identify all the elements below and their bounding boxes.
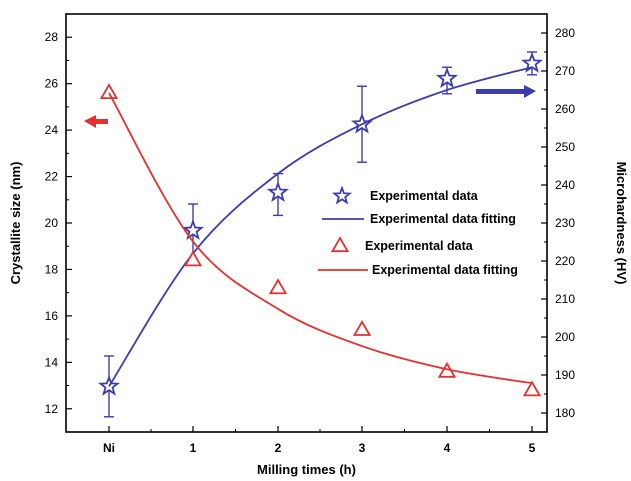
star-marker [181, 219, 205, 240]
y-right-tick-label: 200 [555, 330, 575, 344]
x-tick-label: Ni [103, 441, 115, 455]
y-right-tick-label: 250 [555, 140, 575, 154]
y-left-tick-label: 22 [45, 170, 59, 184]
legend-label: Experimental data fitting [370, 212, 516, 226]
x-axis-title: Milling times (h) [257, 462, 356, 477]
x-tick-label: 3 [359, 441, 366, 455]
triangle-marker [352, 320, 372, 336]
y-right-tick-label: 210 [555, 292, 575, 306]
y-right-tick-label: 260 [555, 102, 575, 116]
y-right-tick-label: 190 [555, 368, 575, 382]
y-right-tick-label: 220 [555, 254, 575, 268]
star-marker [266, 181, 290, 202]
legend-triangle-marker [330, 236, 350, 253]
x-tick-label: 5 [529, 441, 536, 455]
chart-ticks-layer: Ni 1 2 3 4 5121416182022242628180190200210220… [45, 13, 575, 455]
legend-item: Experimental data [331, 185, 479, 205]
y-left-tick-label: 12 [45, 402, 59, 416]
y-left-tick-label: 14 [45, 355, 59, 369]
legend: Experimental data Experimental data fitti… [318, 185, 518, 277]
y-left-tick-label: 24 [45, 123, 59, 137]
y-axis-right-title: Microhardness (HV) [614, 162, 629, 285]
x-tick-label: 1 [190, 441, 197, 455]
x-tick-label: 4 [444, 441, 451, 455]
triangle-marker [183, 250, 203, 267]
triangle-marker [268, 278, 288, 295]
legend-item: Experimental data fitting [322, 212, 516, 226]
y-left-tick-label: 16 [45, 309, 59, 323]
y-axis-left-title: Crystallite size (nm) [8, 162, 23, 285]
y-left-tick-label: 18 [45, 262, 59, 276]
series-0 [97, 51, 544, 418]
plot-frame [65, 13, 548, 433]
triangle-marker [99, 83, 119, 100]
left-axis-arrow [84, 115, 108, 128]
series-3 [108, 92, 533, 385]
legend-label: Experimental data [370, 189, 479, 203]
right-axis-arrow [476, 85, 536, 98]
y-right-tick-label: 270 [555, 64, 575, 78]
star-marker [520, 51, 544, 73]
legend-star-marker [331, 185, 353, 205]
legend-label: Experimental data fitting [372, 263, 518, 277]
y-left-tick-label: 28 [45, 30, 59, 44]
x-tick-label: 2 [275, 441, 282, 455]
series-line [108, 66, 533, 387]
y-left-tick-label: 26 [45, 77, 59, 91]
y-right-tick-label: 240 [555, 178, 575, 192]
series-line [108, 92, 533, 385]
series-2 [99, 83, 542, 397]
legend-label: Experimental data [365, 239, 474, 253]
series-1 [108, 66, 533, 387]
legend-item: Experimental data fitting [318, 263, 518, 277]
y-right-tick-label: 180 [555, 406, 575, 420]
chart-series-layer [84, 51, 544, 418]
legend-item: Experimental data [330, 236, 474, 253]
y-right-tick-label: 280 [555, 26, 575, 40]
y-right-tick-label: 230 [555, 216, 575, 230]
star-marker [435, 67, 459, 88]
triangle-marker [522, 380, 542, 397]
y-left-tick-label: 20 [45, 216, 59, 230]
